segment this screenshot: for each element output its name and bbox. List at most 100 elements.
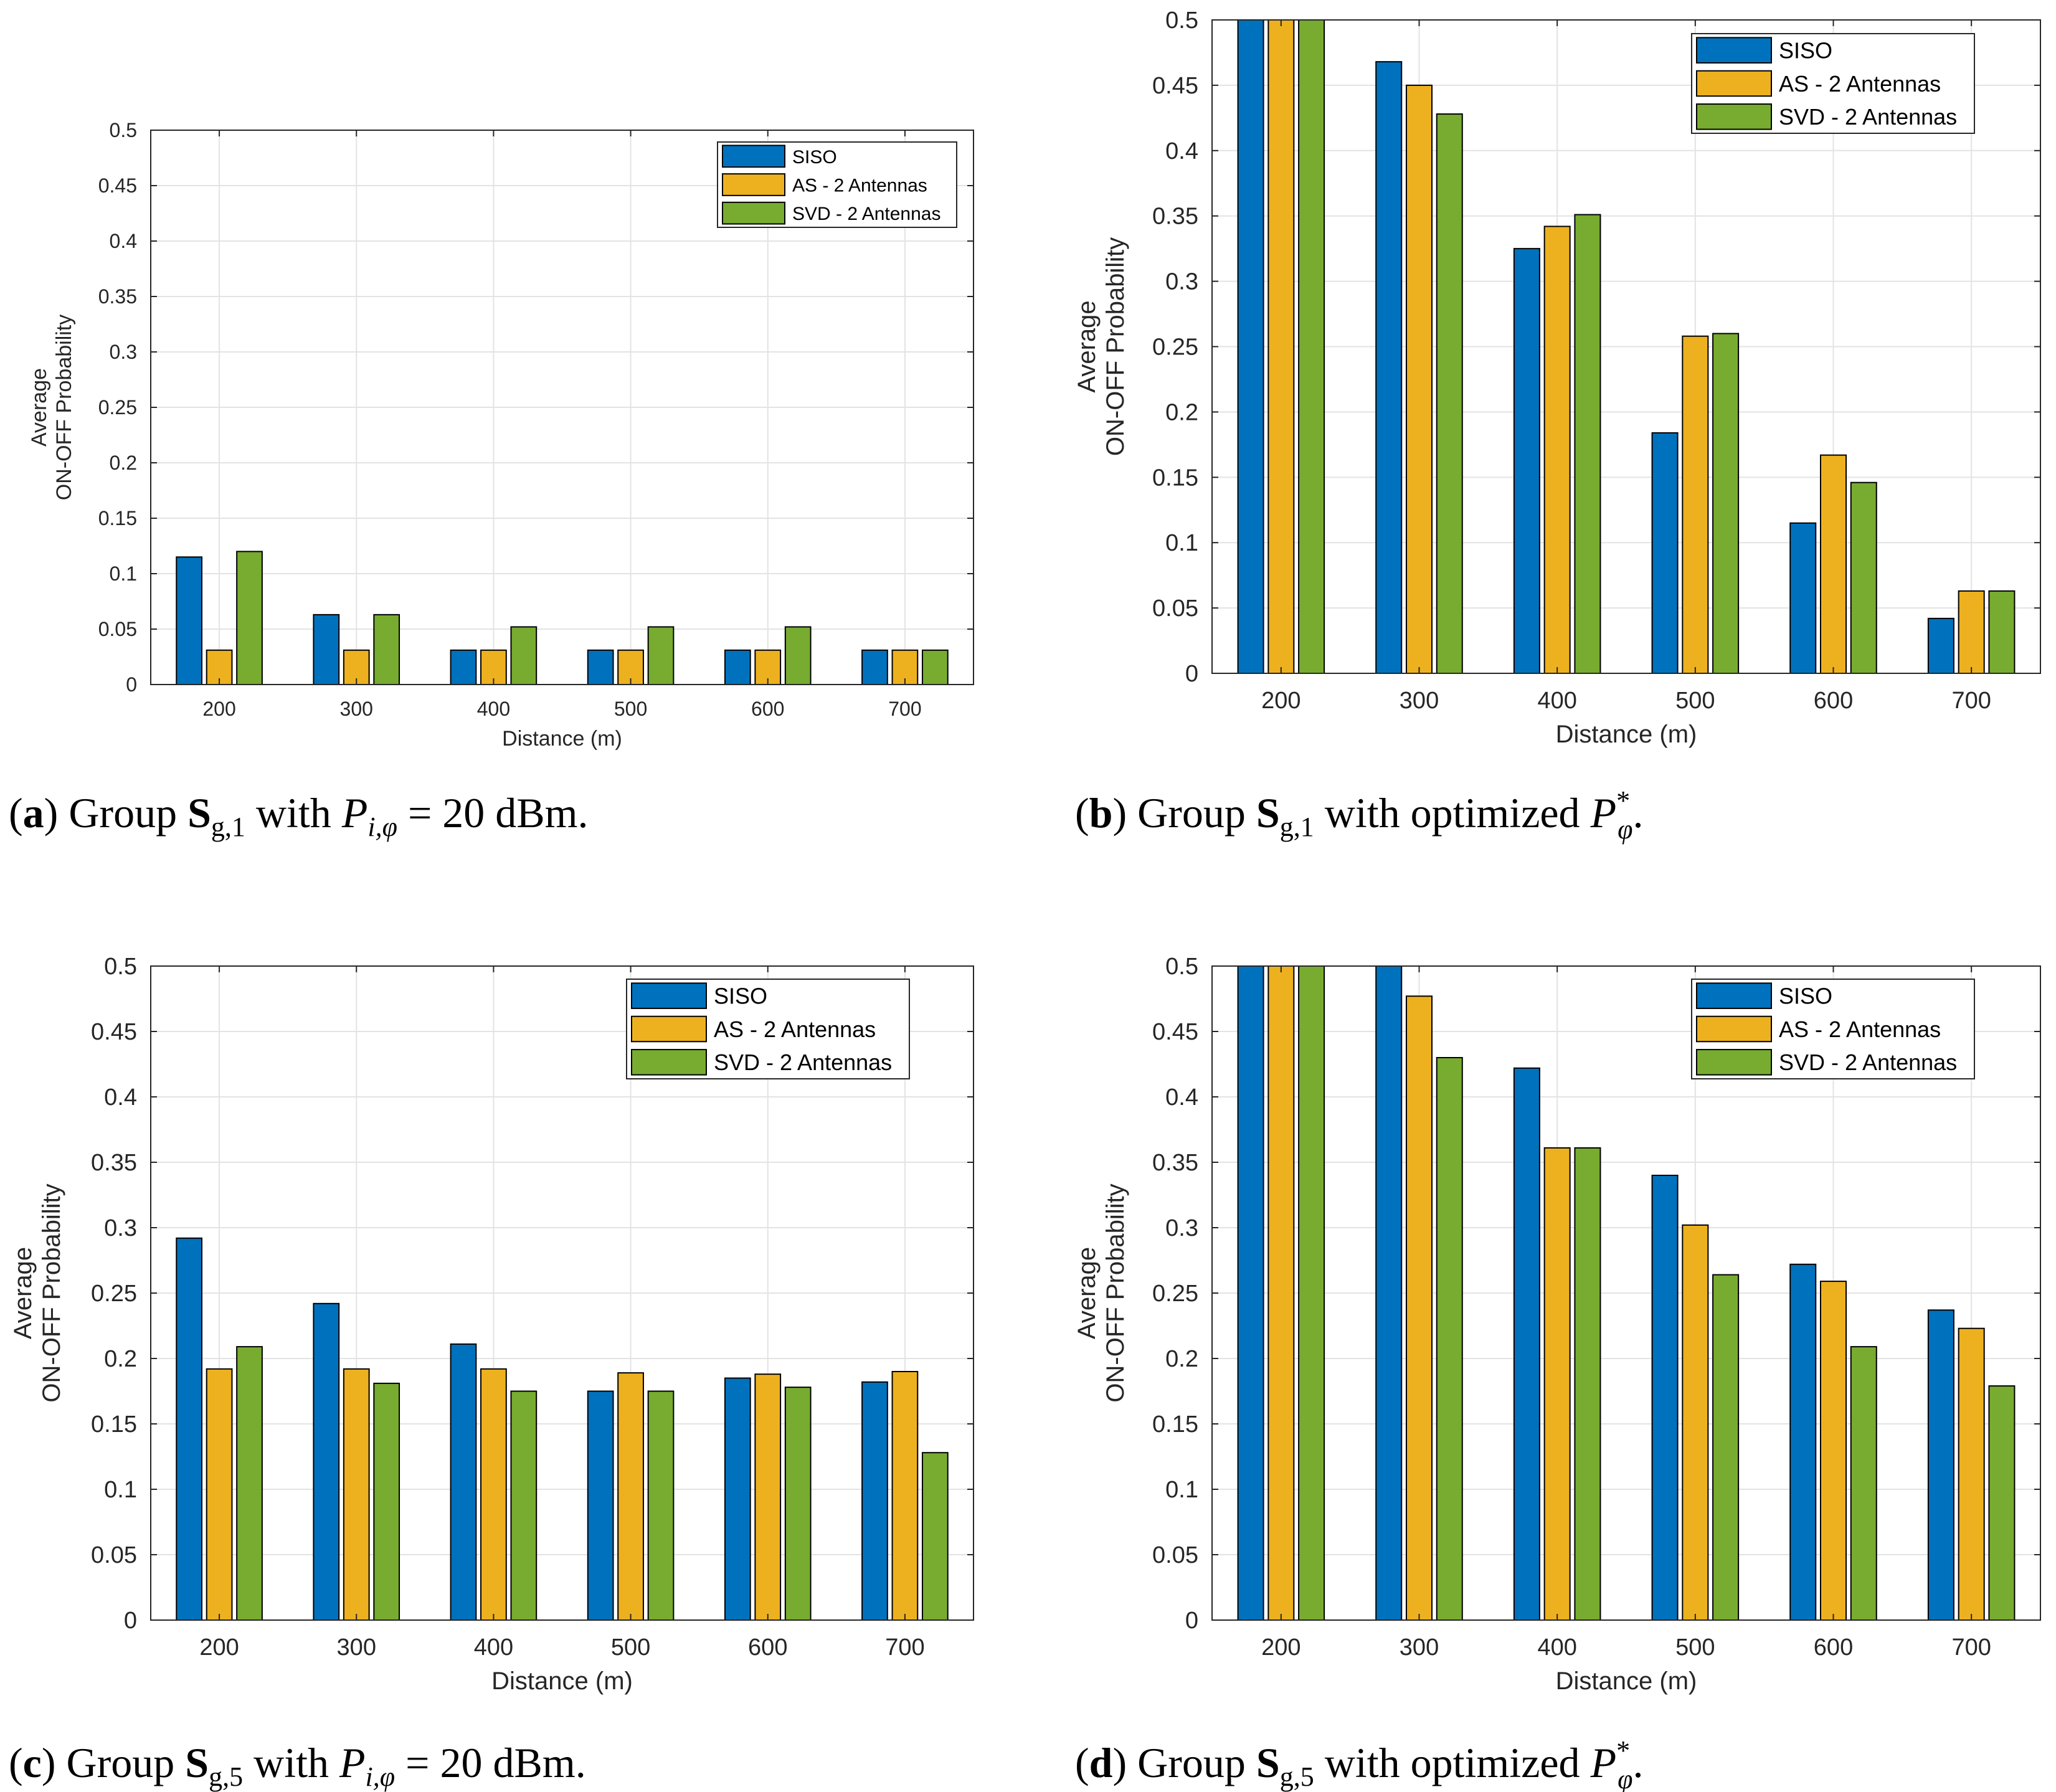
legend-label: SISO xyxy=(1779,37,1832,63)
bar-svd xyxy=(921,649,949,685)
legend-label: AS - 2 Antennas xyxy=(792,175,927,196)
y-tick-label: 0.35 xyxy=(1152,204,1198,230)
x-tick-label: 500 xyxy=(1675,1634,1715,1661)
legend-swatch xyxy=(1696,103,1772,130)
y-tick-label: 0.45 xyxy=(91,1019,137,1045)
y-tick-label: 0.2 xyxy=(1165,399,1198,425)
legend: SISO AS - 2 Antennas SVD - 2 Antennas xyxy=(717,141,957,228)
bar-siso xyxy=(1651,1175,1679,1621)
y-axis-label: AverageON-OFF Probability xyxy=(1073,237,1129,456)
x-tick-label: 500 xyxy=(1675,688,1715,714)
legend: SISO AS - 2 Antennas SVD - 2 Antennas xyxy=(626,979,910,1079)
y-axis-label: AverageON-OFF Probability xyxy=(1073,1183,1129,1402)
bar-siso xyxy=(724,1377,751,1621)
legend-swatch xyxy=(1696,1049,1772,1076)
y-axis-label-line1: Average xyxy=(9,1247,37,1339)
legend-label: AS - 2 Antennas xyxy=(714,1017,876,1042)
y-tick-label: 0.15 xyxy=(1152,465,1198,491)
bar-siso xyxy=(1789,1263,1817,1621)
chart-panel-b: 0 0.05 0.1 0.15 0.2 0.25 0.3 0.35 0.4 0.45 0.5 200 3… xyxy=(1073,7,2041,748)
caption-b: (b) Group Sg,1 with optimized P* φ. xyxy=(1075,785,1643,845)
legend-swatch xyxy=(1696,37,1772,64)
bar-svd xyxy=(1436,1057,1463,1621)
y-tick-label: 0.4 xyxy=(104,1084,137,1111)
y-axis-label-line2: ON-OFF Probability xyxy=(38,1183,65,1402)
x-tick-label: 400 xyxy=(1537,688,1576,714)
y-tick-label: 0.25 xyxy=(1152,1281,1198,1307)
y-tick-label: 0.05 xyxy=(98,618,137,640)
bar-as xyxy=(480,1368,507,1621)
bar-siso xyxy=(313,614,340,685)
legend-label: SISO xyxy=(1779,983,1832,1008)
y-tick-label: 0.25 xyxy=(91,1281,137,1307)
y-tick-label: 0.5 xyxy=(104,954,137,980)
bar-svd xyxy=(1988,590,2016,674)
bar-siso xyxy=(1375,965,1403,1621)
y-tick-label: 0.35 xyxy=(1152,1150,1198,1176)
bars xyxy=(1237,965,2016,1621)
bar-as xyxy=(343,1368,370,1621)
y-tick-label: 0.5 xyxy=(110,119,137,141)
y-tick-label: 0.1 xyxy=(104,1477,137,1503)
bar-svd xyxy=(1298,19,1325,674)
y-tick-label: 0.45 xyxy=(98,174,137,197)
x-tick-label: 600 xyxy=(1814,1634,1853,1661)
bar-svd xyxy=(921,1452,949,1621)
y-tick-label: 0.4 xyxy=(1165,1084,1198,1111)
bar-as xyxy=(1958,1327,1985,1621)
bar-as xyxy=(1958,590,1985,674)
x-tick-label: 700 xyxy=(888,698,921,720)
x-tick-label: 500 xyxy=(614,698,647,720)
legend-swatch xyxy=(631,1049,707,1076)
bar-siso xyxy=(450,1343,477,1621)
y-tick-label: 0.1 xyxy=(110,562,137,585)
legend-swatch xyxy=(722,145,785,168)
bar-as xyxy=(617,1372,644,1621)
bar-svd xyxy=(784,1387,812,1621)
bar-svd xyxy=(647,626,675,685)
bar-as xyxy=(206,1368,233,1621)
bar-svd xyxy=(236,551,263,686)
y-tick-label: 0.25 xyxy=(98,396,137,419)
caption-c: (c) Group Sg,5 with Pi,φ = 20 dBm. xyxy=(9,1739,586,1792)
x-tick-label: 500 xyxy=(611,1634,650,1661)
bar-as xyxy=(1819,1281,1847,1621)
bar-siso xyxy=(1651,432,1679,675)
bar-siso xyxy=(176,556,203,685)
y-axis-label-line2: ON-OFF Probability xyxy=(1102,1183,1129,1402)
y-tick-label: 0.45 xyxy=(1152,1019,1198,1045)
y-tick-label: 0.4 xyxy=(110,230,137,252)
y-tick-label: 0.1 xyxy=(1165,1477,1198,1503)
x-tick-label: 400 xyxy=(474,1634,513,1661)
legend-label: AS - 2 Antennas xyxy=(1779,71,1941,97)
x-axis-label: Distance (m) xyxy=(1556,1667,1697,1695)
bar-as xyxy=(1543,1147,1571,1621)
bar-siso xyxy=(1237,965,1264,1621)
legend: SISO AS - 2 Antennas SVD - 2 Antennas xyxy=(1691,979,1975,1079)
x-tick-label: 600 xyxy=(1814,688,1853,714)
y-axis-label: AverageON-OFF Probability xyxy=(9,1183,65,1402)
x-tick-label: 600 xyxy=(751,698,784,720)
bar-siso xyxy=(1513,248,1540,674)
y-tick-label: 0.3 xyxy=(110,341,137,363)
chart-panel-d: 0 0.05 0.1 0.15 0.2 0.25 0.3 0.35 0.4 0.45 0.5 200 3… xyxy=(1073,954,2041,1695)
bar-svd xyxy=(236,1346,263,1621)
legend: SISO AS - 2 Antennas SVD - 2 Antennas xyxy=(1691,33,1975,134)
bar-siso xyxy=(1375,61,1403,675)
y-tick-label: 0.3 xyxy=(1165,1215,1198,1241)
bar-svd xyxy=(510,626,538,685)
y-axis-label-line2: ON-OFF Probability xyxy=(1102,237,1129,456)
bar-siso xyxy=(587,1390,614,1621)
x-tick-label: 300 xyxy=(1400,1634,1439,1661)
chart-panel-c: 0 0.05 0.1 0.15 0.2 0.25 0.3 0.35 0.4 0.45 0.5 200 3… xyxy=(9,954,974,1695)
bar-siso xyxy=(450,649,477,685)
x-tick-label: 200 xyxy=(199,1634,239,1661)
bar-svd xyxy=(1712,333,1740,674)
y-tick-label: 0.5 xyxy=(1165,954,1198,980)
y-axis-label-line1: Average xyxy=(1073,1247,1101,1339)
caption-d: (d) Group Sg,5 with optimized P* φ. xyxy=(1075,1735,1643,1792)
bar-svd xyxy=(373,614,400,685)
bar-svd xyxy=(510,1390,538,1621)
bars xyxy=(176,1237,949,1621)
y-tick-label: 0.05 xyxy=(91,1542,137,1568)
